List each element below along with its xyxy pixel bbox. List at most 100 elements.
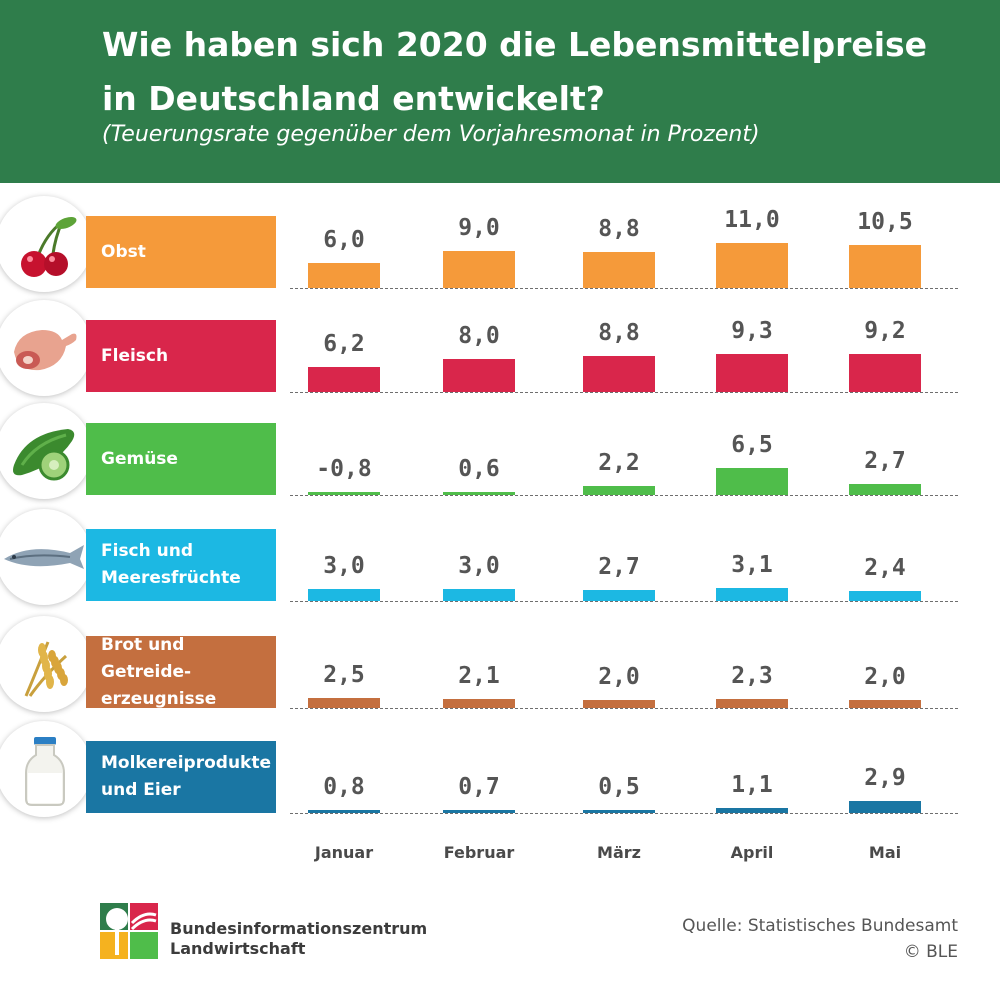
meat-icon [14,330,77,371]
series-label-line: Molkereiprodukte [101,753,272,773]
bar [583,485,655,495]
bar-value-label: 2,0 [598,663,640,690]
milk-bottle-icon [25,737,65,806]
series-label: Fisch und Meeresfrüchte [86,529,276,601]
bar-value-label: 2,2 [598,449,640,476]
bar-value-label: 2,0 [864,663,906,690]
cherry-icon-circle [0,196,92,292]
series-label-line: Gemüse [101,448,178,469]
chart-subtitle: (Teuerungsrate gegenüber dem Vorjahresmo… [102,122,760,147]
bar-value-label: 0,7 [458,774,500,800]
bar [583,699,655,708]
row-baseline [290,392,958,393]
bar-value-label: 2,7 [864,447,906,474]
bar [308,697,380,708]
bar-value-label: 11,0 [724,206,780,233]
bar-value-label: 9,2 [864,318,906,345]
bar-value-label: 6,5 [731,432,773,459]
bar-value-label: 3,0 [323,552,365,579]
fish-icon [4,545,84,569]
row-baseline [290,708,958,709]
series-label: Molkereiprodukte und Eier [86,741,276,813]
bar [308,809,380,813]
bar [849,354,921,392]
cherry-icon [21,216,77,277]
bar [716,588,788,601]
row-baseline [290,288,958,289]
bar [849,244,921,288]
org-line-2: Landwirtschaft [170,939,306,958]
bar-value-label: 3,1 [731,552,773,579]
bar [716,808,788,813]
bar [849,699,921,708]
bar [849,591,921,601]
series-label-line: Brot und Getreide- [101,634,192,682]
bar [583,355,655,392]
source-note: Quelle: Statistisches Bundesamt © BLE [682,913,958,965]
bar [849,483,921,495]
bar [308,366,380,392]
bar [308,588,380,601]
bar-value-label: 1,1 [731,772,773,799]
bar-value-label: -0,8 [316,455,372,482]
title-line-1: Wie haben sich 2020 die Lebensmittelprei… [102,25,928,64]
bar-value-label: 0,5 [598,774,640,800]
organisation-name: Bundesinformationszentrum Landwirtschaft [170,919,427,959]
bar-value-label: 6,2 [323,330,365,357]
bar-value-label: 10,5 [857,208,913,235]
wheat-icon [24,641,68,697]
month-label: April [730,843,774,862]
bar-value-label: 2,3 [731,662,773,689]
bar-value-label: 2,1 [458,663,500,690]
bar [716,698,788,708]
fish-icon-circle [0,509,92,605]
org-line-1: Bundesinformationszentrum [170,919,428,938]
month-label: März [597,843,641,862]
chart-title: Wie haben sich 2020 die Lebensmittelprei… [102,18,982,126]
bar-value-label: 2,4 [864,555,906,582]
bar [716,353,788,392]
bar [308,263,380,288]
month-label: Februar [443,843,515,862]
bzl-logo-icon [100,903,158,959]
series-label: Brot und Getreide-erzeugnisse [86,635,276,709]
series-label-line: erzeugnisse [101,688,217,709]
bar-value-label: 8,0 [458,323,500,350]
wheat-icon-circle [0,616,92,712]
series-label-line: Obst [101,241,146,262]
bar-value-label: 9,3 [731,317,773,344]
row-baseline [290,601,958,602]
bar [849,801,921,813]
series-label: Gemüse [86,423,276,495]
bar [443,588,515,601]
series-label: Obst [86,216,276,288]
series-label: Fleisch [86,320,276,392]
cucumber-icon-circle [0,403,92,499]
series-label-line: Fleisch [101,345,169,366]
row-baseline [290,813,958,814]
bar [583,810,655,813]
bar [443,699,515,708]
bar-value-label: 9,0 [458,215,500,242]
cucumber-icon [13,429,75,481]
bar [583,589,655,601]
title-line-2: in Deutschland entwickelt? [102,79,605,118]
month-label: Mai [868,843,902,862]
bar-value-label: 2,7 [598,553,640,580]
month-label: Januar [314,843,374,862]
source-line-2: © BLE [903,942,958,962]
series-label-line: Fisch und [101,541,194,561]
source-line-1: Quelle: Statistisches Bundesamt [682,916,958,936]
bar [443,359,515,392]
header-banner: Wie haben sich 2020 die Lebensmittelprei… [0,0,1000,183]
bar [716,242,788,288]
bar-value-label: 6,0 [323,227,365,254]
bar-value-label: 3,0 [458,552,500,579]
bar-value-label: 0,6 [458,456,500,482]
bar-value-label: 8,8 [598,215,640,242]
milk-bottle-icon-circle [0,721,92,817]
bar [443,251,515,288]
bar [308,491,380,495]
meat-icon-circle [0,300,92,396]
series-label-line: Meeresfrüchte [101,568,241,588]
